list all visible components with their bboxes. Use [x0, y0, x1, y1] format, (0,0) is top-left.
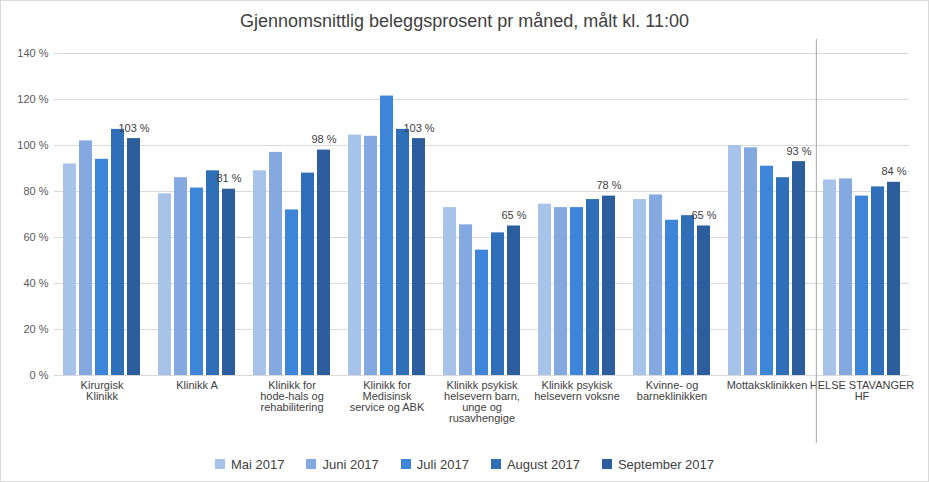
svg-text:60 %: 60 %	[23, 231, 48, 243]
svg-text:Klinikk A: Klinikk A	[176, 379, 218, 391]
svg-text:100 %: 100 %	[17, 139, 48, 151]
svg-text:Kvinne- ogbarneklinikken: Kvinne- ogbarneklinikken	[637, 379, 707, 402]
svg-text:40 %: 40 %	[23, 277, 48, 289]
html-text:Juli 2017: Juli 2017	[416, 456, 469, 472]
svg-text:KirurgiskKlinikk: KirurgiskKlinikk	[81, 379, 124, 402]
svg-text:20 %: 20 %	[23, 323, 48, 335]
svg-text:140 %: 140 %	[17, 47, 48, 59]
svg-text:Klinikk forMedisinskservice og: Klinikk forMedisinskservice og ABK	[350, 379, 425, 413]
svg-text:78 %: 78 %	[596, 179, 621, 191]
svg-text:84 %: 84 %	[881, 165, 906, 177]
svg-text:81 %: 81 %	[216, 172, 241, 184]
html-text:September 2017: September 2017	[617, 456, 714, 472]
svg-text:Klinikk forhode-hals ogrehabil: Klinikk forhode-hals ogrehabilitering	[260, 379, 324, 413]
svg-text:65 %: 65 %	[501, 209, 526, 221]
svg-text:103 %: 103 %	[403, 122, 434, 134]
svg-text:120 %: 120 %	[17, 93, 48, 105]
svg-text:0 %: 0 %	[30, 369, 49, 381]
html-text:Juni 2017: Juni 2017	[322, 456, 379, 472]
html-text:August 2017: August 2017	[506, 456, 580, 472]
html-text:Mai 2017: Mai 2017	[231, 456, 285, 472]
svg-text:HELSE STAVANGERHF: HELSE STAVANGERHF	[810, 379, 915, 402]
svg-text:65 %: 65 %	[691, 209, 716, 221]
svg-text:80 %: 80 %	[23, 185, 48, 197]
svg-text:Klinikk psykiskhelsevern barn,: Klinikk psykiskhelsevern barn,unge ogrus…	[444, 379, 520, 424]
svg-text:Klinikk psykiskhelsevern voksn: Klinikk psykiskhelsevern voksne	[534, 379, 620, 402]
svg-text:103 %: 103 %	[118, 122, 149, 134]
svg-text:93 %: 93 %	[786, 145, 811, 157]
html-text:Gjennomsnittlig beleggsprosent: Gjennomsnittlig beleggsprosent pr måned,…	[240, 11, 689, 31]
svg-text:98 %: 98 %	[311, 133, 336, 145]
svg-text:Mottaksklinikken: Mottaksklinikken	[727, 379, 808, 391]
